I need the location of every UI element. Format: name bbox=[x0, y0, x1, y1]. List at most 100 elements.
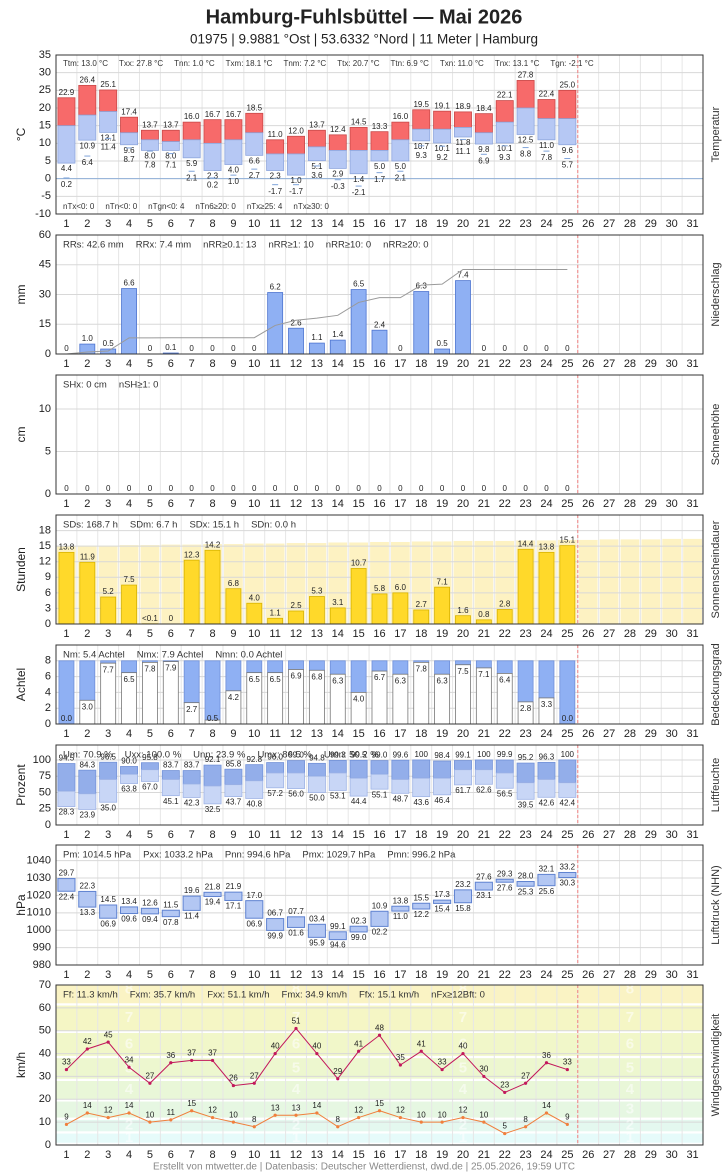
beaufort-band bbox=[56, 985, 703, 1004]
summary-text: Txm: 18.1 °C bbox=[226, 59, 273, 68]
x-tick-label: 7 bbox=[189, 829, 195, 841]
summary-text: Nmx: 7.9 Achtel bbox=[137, 650, 204, 661]
summary-text: nRR≥0.1: 13 bbox=[203, 240, 256, 251]
beaufort-label: 2 bbox=[459, 1117, 467, 1134]
x-tick-label: 22 bbox=[499, 829, 511, 841]
range-bar bbox=[537, 873, 556, 887]
max-label: 13.7 bbox=[142, 120, 158, 129]
max-label: 22.9 bbox=[59, 88, 75, 97]
x-tick-label: 4 bbox=[126, 728, 132, 740]
sky-bar bbox=[329, 660, 346, 675]
bar bbox=[371, 593, 388, 624]
beaufort-band bbox=[56, 1005, 703, 1031]
upper-bar bbox=[454, 111, 472, 128]
value-label: 10 bbox=[438, 1110, 447, 1119]
lower-bar bbox=[328, 772, 347, 791]
min-label: 40.8 bbox=[246, 800, 262, 809]
x-tick-label: 28 bbox=[624, 498, 636, 510]
value-label: 0 bbox=[398, 484, 403, 493]
y-tick-label: 9 bbox=[45, 571, 51, 583]
x-tick-label: 26 bbox=[582, 498, 594, 510]
x-tick-label: 9 bbox=[230, 358, 236, 370]
min-label: 28.3 bbox=[59, 808, 75, 817]
point bbox=[398, 1115, 402, 1120]
value-label: 10 bbox=[229, 1110, 238, 1119]
ground-min-label: 2.7 bbox=[249, 171, 261, 180]
lower-bar bbox=[307, 775, 326, 793]
ground-min-label: 3.6 bbox=[311, 171, 323, 180]
summary-text: Tgn: -2.1 °C bbox=[550, 59, 593, 68]
x-tick-label: 16 bbox=[373, 829, 385, 841]
x-tick-label: 5 bbox=[147, 1149, 153, 1161]
x-tick-label: 9 bbox=[230, 628, 236, 640]
x-tick-label: 4 bbox=[126, 358, 132, 370]
value-label: 0 bbox=[273, 484, 278, 493]
sky-bar bbox=[371, 660, 388, 672]
y-tick-label: 35 bbox=[39, 49, 51, 61]
x-tick-label: 30 bbox=[666, 969, 678, 981]
beaufort-label: 7 bbox=[459, 1009, 467, 1026]
ground-min-label: 2.1 bbox=[395, 173, 407, 182]
ground-min-label: -0.3 bbox=[331, 182, 345, 191]
possible-bar bbox=[599, 539, 619, 624]
x-tick-label: 31 bbox=[686, 218, 698, 230]
x-tick-label: 6 bbox=[168, 1149, 174, 1161]
plot-frame bbox=[55, 844, 704, 966]
x-tick-label: 16 bbox=[373, 728, 385, 740]
summary-text: Pxx: 1033.2 hPa bbox=[143, 850, 213, 861]
range-bar bbox=[474, 881, 493, 891]
x-tick-label: 28 bbox=[624, 218, 636, 230]
upper-bar bbox=[182, 121, 201, 141]
min-label: 11.0 bbox=[539, 141, 555, 150]
point bbox=[106, 1115, 110, 1120]
min-label: 11.8 bbox=[455, 138, 471, 147]
point bbox=[523, 1081, 528, 1085]
y-tick-label: 5 bbox=[45, 445, 51, 457]
max-label: 18.5 bbox=[246, 103, 262, 112]
max-label: 96.3 bbox=[539, 752, 555, 761]
point bbox=[231, 1120, 236, 1124]
upper-bar bbox=[349, 759, 368, 779]
beaufort-label: 3 bbox=[626, 1101, 634, 1118]
bar bbox=[288, 610, 304, 624]
min-label: 95.9 bbox=[309, 938, 325, 947]
lower-bar bbox=[203, 142, 222, 171]
bar bbox=[79, 343, 96, 354]
bar bbox=[162, 661, 179, 724]
x-tick-label: 2 bbox=[84, 969, 90, 981]
max-label: 22.4 bbox=[539, 90, 555, 99]
lower-bar bbox=[140, 769, 159, 782]
panel-label: Luftfeuchte bbox=[710, 758, 722, 812]
bar bbox=[183, 559, 200, 624]
summary-text: nFx≥12Bft: 0 bbox=[431, 990, 485, 1001]
value-label: 51 bbox=[292, 1017, 301, 1026]
max-label: 96.0 bbox=[267, 753, 283, 762]
point bbox=[273, 1113, 277, 1117]
y-tick-label: 0 bbox=[45, 488, 51, 500]
upper-bar bbox=[161, 129, 180, 142]
value-label: 9 bbox=[565, 1113, 570, 1122]
value-label: 27 bbox=[521, 1071, 530, 1080]
panel: 22.94.40.226.410.96.425.113.111.417.49.6… bbox=[56, 55, 703, 214]
value-label: 1.1 bbox=[270, 608, 282, 617]
possible-bar bbox=[578, 539, 598, 624]
point bbox=[231, 1083, 236, 1088]
x-tick-label: 31 bbox=[686, 628, 698, 640]
x-tick-label: 11 bbox=[269, 1149, 280, 1161]
y-tick-label: 0 bbox=[45, 1139, 51, 1151]
x-tick-label: 15 bbox=[353, 358, 365, 370]
y-tick-label: 12 bbox=[39, 556, 51, 568]
point bbox=[377, 1033, 382, 1037]
upper-bar bbox=[57, 763, 76, 792]
min-label: 35.0 bbox=[100, 803, 116, 812]
beaufort-label: 8 bbox=[459, 981, 467, 998]
value-label: 6.0 bbox=[395, 583, 407, 592]
y-axis-label: km/h bbox=[14, 1052, 28, 1078]
range-bar bbox=[370, 910, 389, 927]
beaufort-band bbox=[56, 1033, 703, 1056]
x-tick-label: 31 bbox=[686, 829, 698, 841]
upper-bar bbox=[349, 127, 368, 151]
summary-text: Fxx: 51.1 km/h bbox=[207, 990, 269, 1001]
point bbox=[440, 1067, 444, 1072]
min-label: 23.9 bbox=[80, 811, 96, 820]
